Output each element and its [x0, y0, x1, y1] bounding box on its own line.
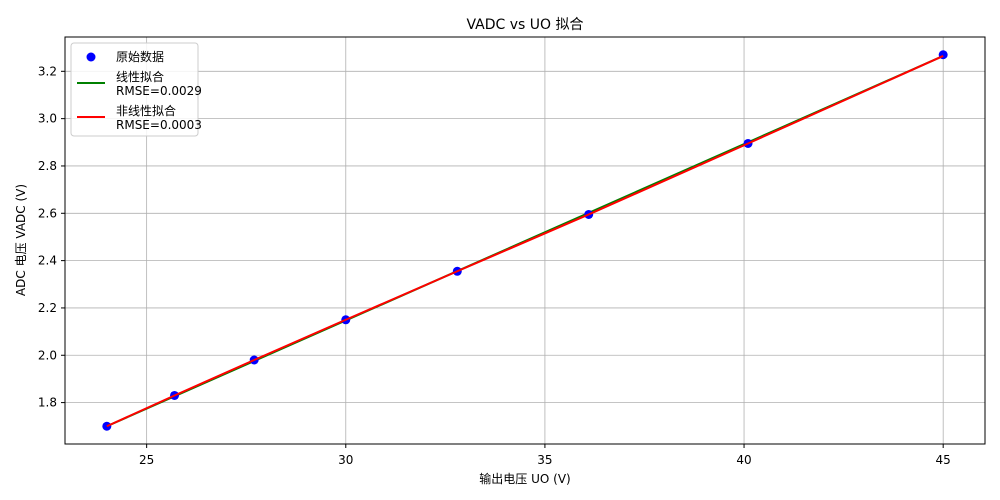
legend-box	[70, 42, 199, 137]
nonlinear-fit-line	[106, 55, 944, 428]
y-tick-label: 2.2	[38, 301, 57, 315]
x-axis-label: 输出电压 UO (V)	[479, 471, 570, 486]
legend-label-nonlinear-fit: 非线性拟合	[116, 103, 176, 118]
legend-rmse-linear-fit: RMSE=0.0029	[116, 84, 202, 98]
legend: 原始数据 线性拟合 RMSE=0.0029 非线性拟合 RMSE=0.0003	[70, 42, 202, 137]
x-tick-label: 35	[537, 453, 552, 467]
legend-marker-raw-data	[86, 52, 96, 62]
y-axis-label: ADC 电压 VADC (V)	[14, 184, 28, 296]
y-tick-label: 1.8	[38, 396, 57, 410]
x-tick-label: 30	[338, 453, 353, 467]
y-tick-label: 3.0	[38, 112, 57, 126]
plot-frame	[64, 36, 986, 445]
legend-label-raw-data: 原始数据	[116, 49, 164, 64]
grid-layer	[65, 37, 985, 444]
y-tick-label: 2.6	[38, 206, 57, 220]
x-tick-label: 25	[139, 453, 154, 467]
y-tick-label: 3.2	[38, 64, 57, 78]
y-tick-label: 2.4	[38, 254, 57, 268]
chart-title: VADC vs UO 拟合	[466, 17, 583, 33]
x-axis-ticks: 25 30 35 40 45	[139, 444, 951, 467]
y-tick-label: 2.0	[38, 348, 57, 362]
x-tick-label: 40	[736, 453, 751, 467]
legend-label-linear-fit: 线性拟合	[116, 69, 164, 84]
y-axis-ticks: 1.8 2.0 2.2 2.4 2.6 2.8 3.0 3.2	[38, 64, 65, 410]
y-tick-label: 2.8	[38, 159, 57, 173]
legend-rmse-nonlinear-fit: RMSE=0.0003	[116, 118, 202, 132]
data-points	[102, 50, 948, 431]
x-tick-label: 45	[936, 453, 951, 467]
